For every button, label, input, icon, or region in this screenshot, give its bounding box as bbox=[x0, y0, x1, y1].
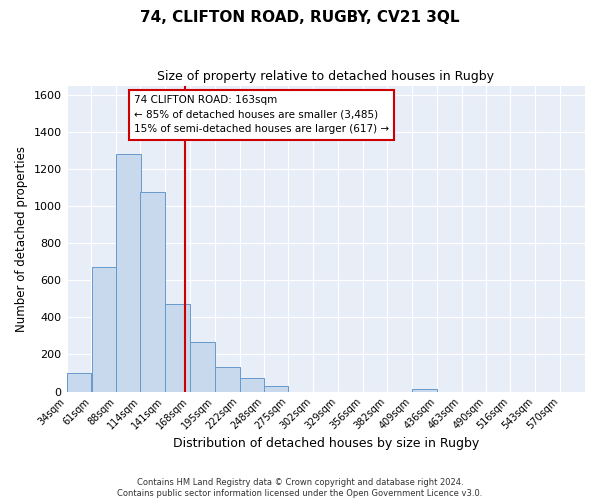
Bar bbox=[116, 154, 141, 392]
Bar bbox=[215, 368, 239, 392]
Bar bbox=[264, 386, 289, 392]
Bar bbox=[165, 304, 190, 392]
X-axis label: Distribution of detached houses by size in Rugby: Distribution of detached houses by size … bbox=[173, 437, 479, 450]
Y-axis label: Number of detached properties: Number of detached properties bbox=[15, 146, 28, 332]
Bar bbox=[190, 342, 215, 392]
Text: 74, CLIFTON ROAD, RUGBY, CV21 3QL: 74, CLIFTON ROAD, RUGBY, CV21 3QL bbox=[140, 10, 460, 25]
Bar bbox=[140, 192, 165, 392]
Text: 74 CLIFTON ROAD: 163sqm
← 85% of detached houses are smaller (3,485)
15% of semi: 74 CLIFTON ROAD: 163sqm ← 85% of detache… bbox=[134, 94, 389, 134]
Bar bbox=[92, 268, 116, 392]
Title: Size of property relative to detached houses in Rugby: Size of property relative to detached ho… bbox=[157, 70, 494, 83]
Bar bbox=[412, 389, 437, 392]
Text: Contains HM Land Registry data © Crown copyright and database right 2024.
Contai: Contains HM Land Registry data © Crown c… bbox=[118, 478, 482, 498]
Bar bbox=[67, 373, 91, 392]
Bar bbox=[240, 378, 265, 392]
